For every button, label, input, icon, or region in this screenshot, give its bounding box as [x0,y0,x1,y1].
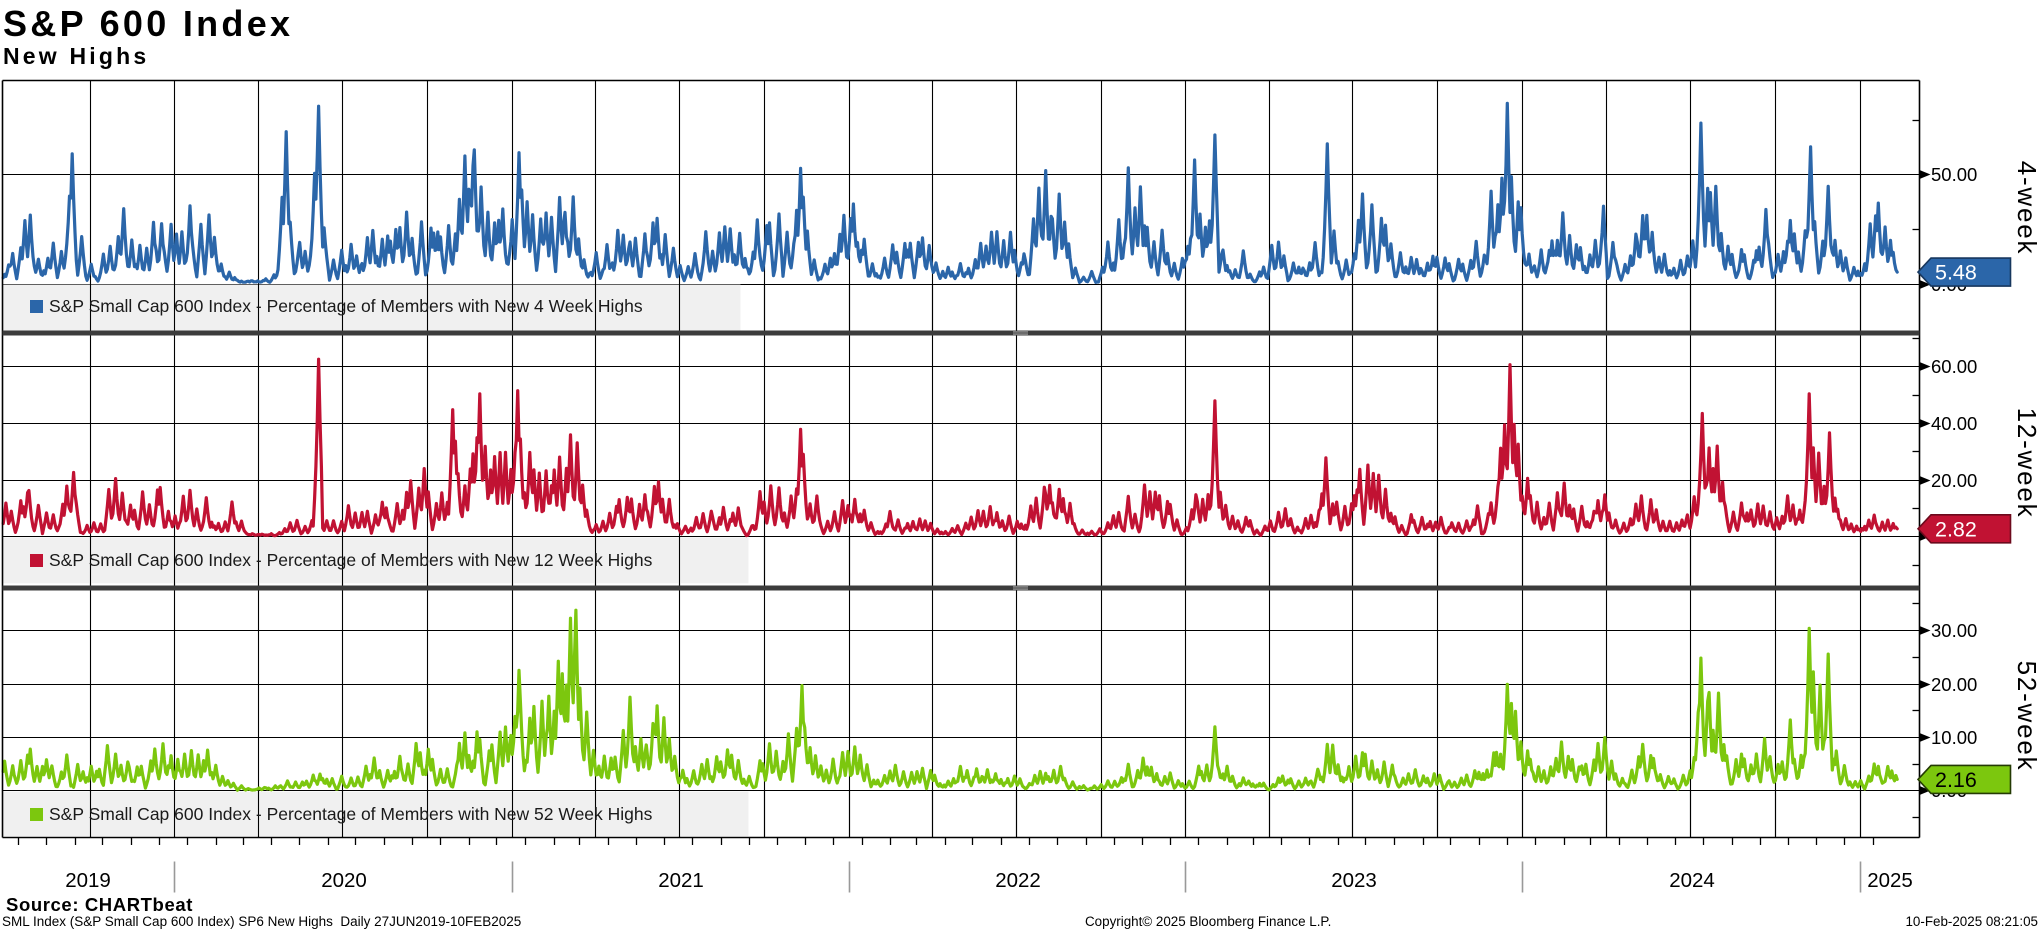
svg-text:2.82: 2.82 [1935,517,1977,541]
svg-text:30.00: 30.00 [1931,620,1977,641]
svg-text:60.00: 60.00 [1931,356,1977,377]
svg-text:10.00: 10.00 [1931,727,1977,748]
svg-text:2.16: 2.16 [1935,768,1977,792]
svg-text:20.00: 20.00 [1931,674,1977,695]
svg-text:50.00: 50.00 [1931,164,1977,185]
svg-text:5.48: 5.48 [1935,261,1977,285]
svg-text:20.00: 20.00 [1931,470,1977,491]
svg-text:40.00: 40.00 [1931,413,1977,434]
